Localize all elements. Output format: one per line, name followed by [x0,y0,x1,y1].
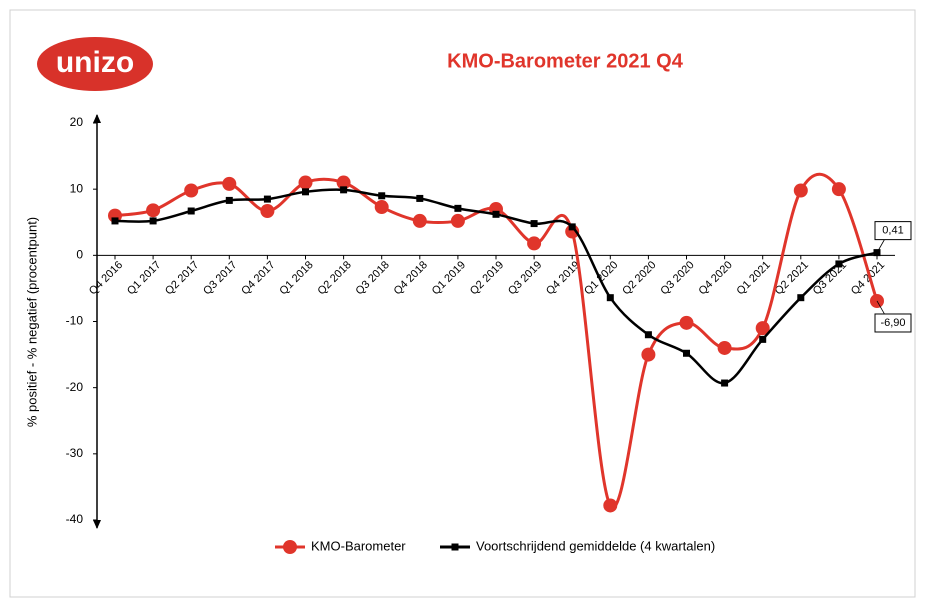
y-tick-label: -20 [66,380,84,394]
data-point [831,182,846,197]
label-box [874,221,912,241]
data-point [644,331,652,339]
data-label: -6,90 [880,317,905,329]
logo: unizo [56,46,134,79]
data-point [450,213,465,228]
data-point [793,183,808,198]
y-tick-label: -10 [66,314,84,328]
data-point [225,196,233,204]
legend-marker [283,540,297,554]
label-leader [876,300,886,316]
data-point [111,217,119,225]
data-point [641,347,656,362]
y-tick-label: 0 [76,248,83,262]
data-point [568,223,576,231]
data-label: 0,41 [882,225,903,237]
y-axis-arrow [93,520,101,529]
data-point [835,260,843,268]
data-point [412,213,427,228]
data-point [222,176,237,191]
chart-border [9,9,916,598]
data-point [679,315,694,330]
y-axis-arrow [93,114,101,123]
data-point [755,321,770,336]
chart-title: KMO-Barometer 2021 Q4 [447,50,684,72]
data-point [759,335,767,343]
data-point [298,175,313,190]
data-point [149,217,157,225]
logo-shape [37,37,153,91]
data-point [336,175,351,190]
y-tick-label: 10 [70,181,84,195]
data-point [378,192,386,200]
y-tick-label: -30 [66,446,84,460]
legend-label: Voortschrijdend gemiddelde (4 kwartalen) [476,538,715,553]
data-point [717,340,732,355]
y-tick-label: 20 [70,115,84,129]
data-point [603,498,618,513]
data-point [184,183,199,198]
data-point [606,294,614,302]
data-point [302,188,309,196]
label-leader [876,238,886,253]
data-point [340,186,348,194]
data-point [374,200,389,215]
data-point [187,207,195,215]
data-point [492,210,500,218]
legend-label: KMO-Barometer [311,538,406,553]
data-point [683,349,690,357]
y-axis-label: % positief - % negatief (procentpunt) [24,217,39,427]
data-point [721,379,729,387]
data-point [530,220,538,228]
label-box [874,313,912,333]
data-point [797,294,805,302]
data-point [263,195,271,203]
data-point [454,204,462,212]
y-tick-label: -40 [66,512,84,526]
data-point [527,236,542,251]
data-point [260,204,275,219]
data-point [416,194,424,202]
data-point [146,203,161,218]
legend-marker [451,543,459,551]
